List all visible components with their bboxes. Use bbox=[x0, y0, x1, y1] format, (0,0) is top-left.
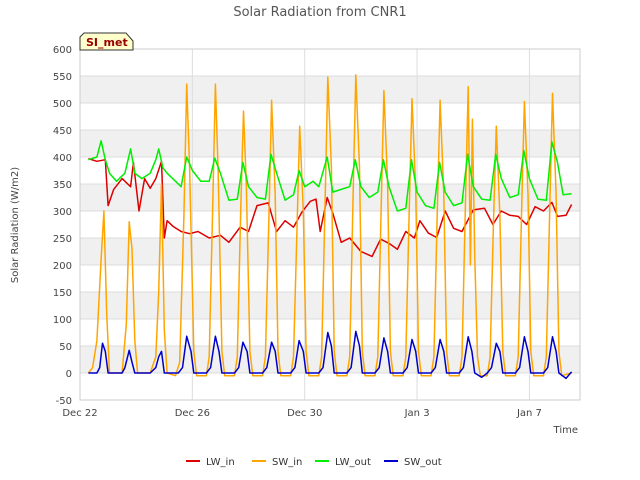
badge-shape bbox=[79, 32, 134, 51]
series-line-sw-in bbox=[87, 74, 572, 377]
y-tick-label: 250 bbox=[53, 234, 72, 245]
y-tick-label: 0 bbox=[66, 369, 72, 380]
x-tick-label: Dec 30 bbox=[287, 408, 322, 419]
series-line-sw-out bbox=[88, 330, 573, 380]
series-line-lw-out bbox=[88, 140, 572, 212]
x-tick-label: Dec 26 bbox=[175, 408, 210, 419]
plot-band bbox=[80, 76, 580, 103]
y-tick-label: 150 bbox=[53, 288, 72, 299]
badge-label: SI_met bbox=[86, 36, 128, 49]
legend-label: LW_out bbox=[335, 457, 371, 468]
series-line-lw-in bbox=[88, 157, 573, 258]
x-tick-label: Jan 7 bbox=[516, 408, 542, 419]
plot-frame bbox=[79, 48, 581, 401]
y-tick-label: 550 bbox=[53, 72, 72, 83]
plot-band bbox=[80, 265, 580, 292]
y-axis-ticks: -50 0 50 100 150 200 250 300 350 400 450 500 550 600 bbox=[53, 45, 72, 407]
x-tick-label: Dec 22 bbox=[62, 408, 97, 419]
y-tick-label: 300 bbox=[53, 207, 72, 218]
y-tick-label: -50 bbox=[56, 396, 72, 407]
plot-band bbox=[80, 373, 580, 400]
chart-title: Solar Radiation from CNR1 bbox=[233, 5, 406, 20]
y-tick-label: 100 bbox=[53, 315, 72, 326]
badge: SI_met bbox=[79, 32, 134, 51]
y-tick-label: 500 bbox=[53, 99, 72, 110]
y-tick-label: 400 bbox=[53, 153, 72, 164]
plot-background bbox=[80, 49, 580, 400]
series-layer bbox=[87, 74, 573, 380]
x-axis-label: Time bbox=[553, 425, 578, 436]
y-axis-label: Solar Radiation (W/m2) bbox=[10, 167, 21, 283]
y-tick-label: 200 bbox=[53, 261, 72, 272]
x-tick-label: Jan 3 bbox=[404, 408, 430, 419]
y-tick-label: 600 bbox=[53, 45, 72, 56]
x-axis-ticks: Dec 22 Dec 26 Dec 30 Jan 3 Jan 7 bbox=[62, 408, 542, 419]
legend-label: LW_in bbox=[206, 457, 235, 468]
plot-band bbox=[80, 211, 580, 238]
plot-band bbox=[80, 49, 580, 76]
y-tick-label: 350 bbox=[53, 180, 72, 191]
legend-label: SW_in bbox=[272, 457, 302, 468]
legend: LW_in SW_in LW_out SW_out bbox=[186, 457, 442, 468]
plot-band bbox=[80, 292, 580, 319]
y-tick-label: 450 bbox=[53, 126, 72, 137]
legend-label: SW_out bbox=[404, 457, 442, 468]
plot-band bbox=[80, 238, 580, 265]
y-tick-label: 50 bbox=[59, 342, 72, 353]
